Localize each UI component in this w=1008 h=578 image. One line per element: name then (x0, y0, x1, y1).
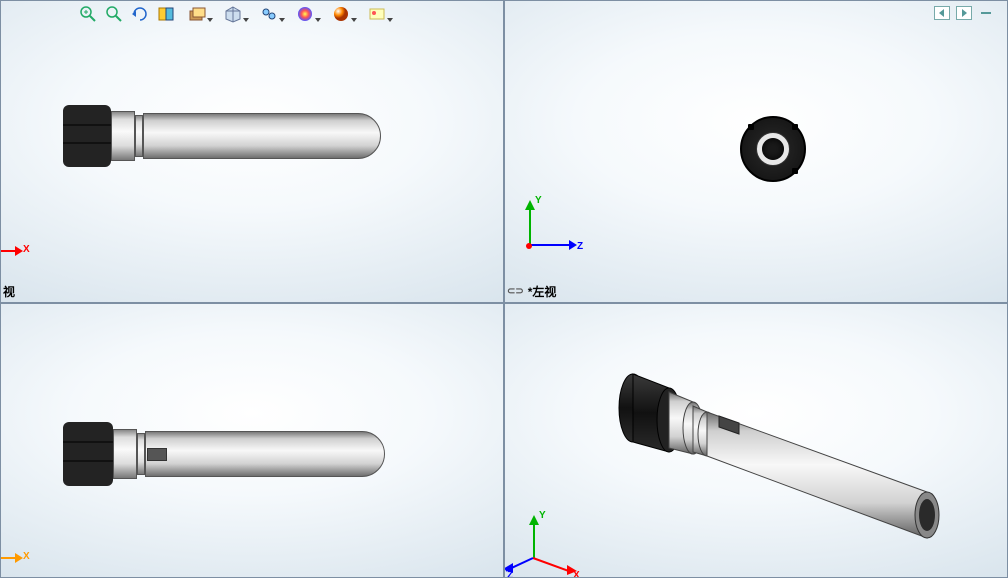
section-icon[interactable] (154, 4, 178, 24)
collapse-left-icon[interactable] (934, 6, 950, 20)
view-orient-icon[interactable] (180, 4, 214, 24)
collet-nut (63, 105, 111, 167)
collet-nut (63, 422, 113, 486)
close-panel-icon[interactable] (978, 6, 994, 20)
model-side (63, 105, 383, 169)
groove (135, 115, 143, 157)
viewport-label-text: *左视 (528, 283, 557, 300)
axis-label-y: Y (535, 195, 542, 206)
collapse-right-icon[interactable] (956, 6, 972, 20)
axis-label-z: Z (507, 570, 513, 578)
axis-label-x: X (23, 244, 30, 255)
viewport-label: 视 (3, 283, 15, 300)
render-icon[interactable] (360, 4, 394, 24)
model-end (740, 116, 806, 182)
model-top (63, 422, 385, 488)
step-ring (113, 429, 137, 479)
zoom-in-icon[interactable] (76, 4, 100, 24)
display-style-icon[interactable] (216, 4, 250, 24)
appearance-icon[interactable] (288, 4, 322, 24)
viewport-label: ⊂⊃ *左视 (507, 283, 556, 300)
rotate-icon[interactable] (128, 4, 152, 24)
groove (137, 433, 145, 475)
view-toolbar (76, 2, 394, 26)
model-iso (505, 304, 1008, 578)
zoom-out-icon[interactable] (102, 4, 126, 24)
viewport-iso[interactable]: Y X Z (504, 303, 1008, 578)
shank (143, 113, 381, 159)
axis-label-y: Y (539, 510, 546, 521)
axis-label-x: X (23, 551, 30, 562)
viewport-left[interactable]: Y Z ⊂⊃ *左视 (504, 0, 1008, 303)
axis-label-x: X (573, 570, 580, 578)
hide-show-icon[interactable] (252, 4, 286, 24)
step-ring (111, 111, 135, 161)
axis-label-z: Z (577, 241, 583, 252)
link-icon: ⊂⊃ (507, 286, 524, 297)
scene-icon[interactable] (324, 4, 358, 24)
viewport-top[interactable]: X (0, 303, 504, 578)
viewport-grid: X 视 Y Z ⊂⊃ *左视 (0, 0, 1008, 578)
shank (145, 431, 385, 477)
viewport-front[interactable]: X 视 (0, 0, 504, 303)
flat-notch (147, 448, 167, 461)
panel-controls (934, 6, 994, 20)
